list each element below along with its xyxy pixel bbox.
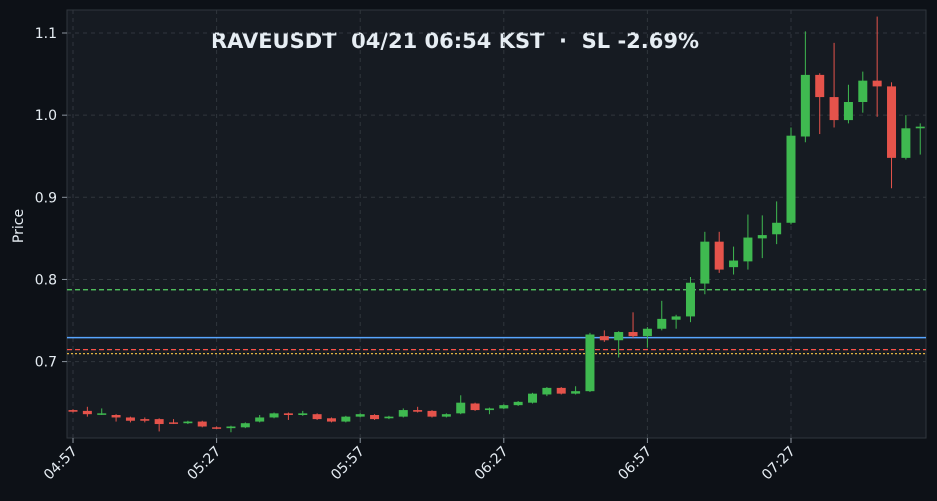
candle-body [427, 410, 437, 417]
candle-body [269, 413, 279, 418]
candle-body [757, 235, 767, 239]
candle-body [729, 260, 739, 268]
candle-body [915, 126, 925, 129]
candle-body [484, 408, 494, 411]
candle-body [685, 282, 695, 317]
candle-body [226, 426, 236, 429]
candle-body [283, 413, 293, 415]
candle-body [212, 427, 222, 429]
candle-body [169, 422, 179, 424]
candle-body [901, 128, 911, 158]
candle-body [800, 74, 810, 137]
candle-body [68, 410, 78, 412]
candle-body [355, 414, 365, 417]
candle-body [743, 237, 753, 262]
candle-body [140, 419, 150, 421]
candle-body [786, 135, 796, 223]
candle-body [154, 419, 164, 425]
candle-body [499, 405, 509, 409]
candle-body [197, 421, 207, 427]
candle-body [384, 416, 394, 419]
candle-body [829, 97, 839, 121]
candle-body [370, 414, 380, 420]
candle-body [298, 413, 308, 415]
candle-body [671, 316, 681, 320]
candle-body [585, 334, 595, 392]
candle-body [513, 401, 523, 406]
candle-body [887, 86, 897, 158]
candle-body [642, 328, 652, 337]
candle-body [571, 391, 581, 394]
y-tick-label: 1.1 [35, 26, 57, 42]
candle-body [872, 80, 882, 87]
candle-body [341, 416, 351, 422]
plot-area [66, 9, 927, 439]
candle-body [413, 410, 423, 412]
candle-body [858, 80, 868, 103]
candle-body [97, 413, 107, 415]
y-axis-label: Price [11, 209, 27, 243]
candle-body [556, 387, 566, 394]
candle-body [441, 414, 451, 417]
candle-body [255, 417, 265, 422]
candle-body [326, 418, 336, 422]
candle-body [614, 332, 624, 341]
candle-body [528, 393, 538, 403]
candle-body [714, 241, 724, 270]
y-tick-label: 0.7 [35, 355, 57, 371]
candle-body [470, 403, 480, 411]
candle-body [628, 332, 638, 337]
y-tick-label: 0.8 [35, 272, 57, 288]
candle-body [599, 336, 609, 341]
candle-body [542, 387, 552, 395]
candle-body [398, 410, 408, 417]
candle-body [183, 421, 193, 424]
candle-body [456, 402, 466, 414]
candle-body [125, 417, 135, 421]
candle-body [700, 241, 710, 284]
candle-body [843, 102, 853, 121]
y-tick-label: 0.9 [35, 190, 57, 206]
candle-body [657, 318, 667, 329]
candle-body [815, 74, 825, 98]
candle-body [111, 414, 121, 418]
candle-body [312, 414, 322, 420]
candle-body [772, 222, 782, 235]
y-tick-label: 1.0 [35, 108, 57, 124]
candle-body [82, 410, 92, 415]
candle-body [240, 423, 250, 428]
